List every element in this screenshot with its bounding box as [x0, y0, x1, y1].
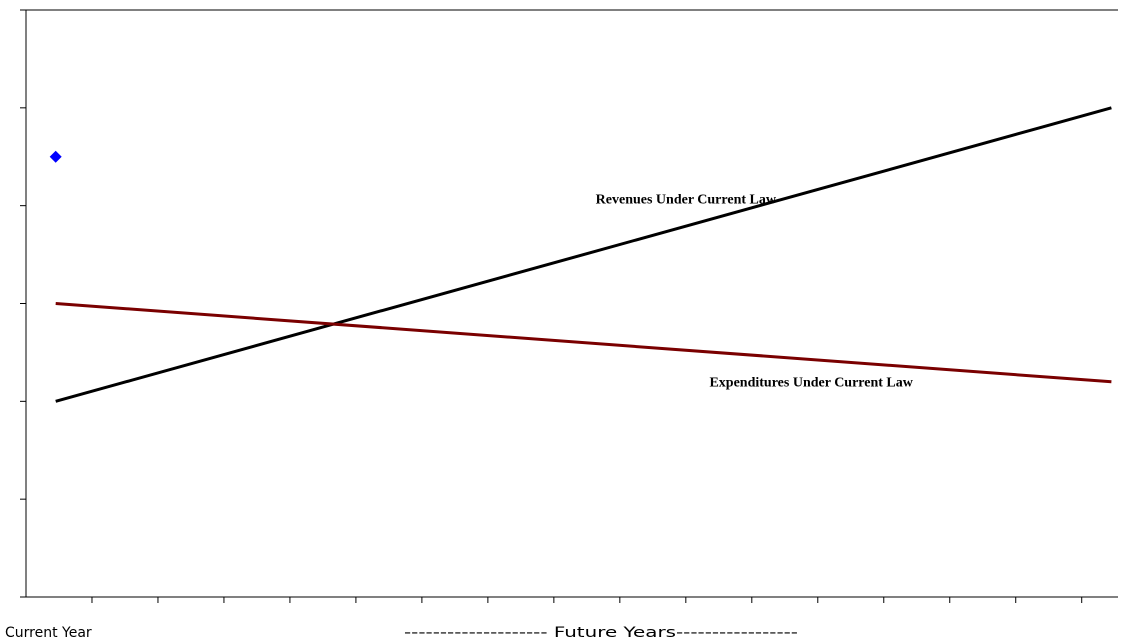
y-axis-ticks [20, 9, 26, 598]
series-group [55, 106, 1112, 403]
series-label-revenues: Revenues Under Current Law [596, 193, 777, 208]
series-line-expenditures [55, 302, 1112, 384]
series-labels: Revenues Under Current Law Expenditures U… [596, 193, 914, 391]
series-line-revenues [55, 106, 1112, 403]
series-label-expenditures: Expenditures Under Current Law [709, 376, 913, 391]
x-label-future-years: -------------------- Future Years-------… [404, 625, 798, 641]
markers-group [49, 150, 62, 163]
marker-diamond-0 [49, 150, 62, 163]
x-label-current-year: Current Year [5, 625, 92, 641]
x-axis-ticks [91, 597, 1083, 603]
